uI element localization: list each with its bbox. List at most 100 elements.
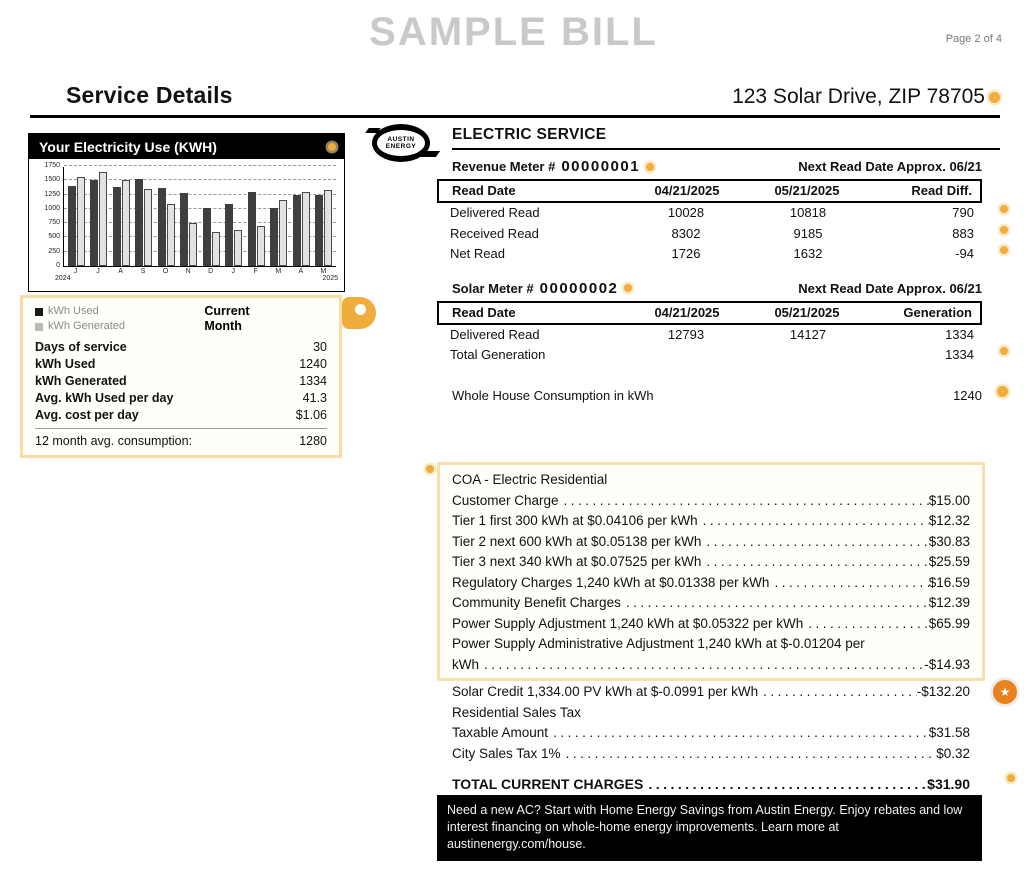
charge-amount: $65.99 — [928, 615, 970, 631]
chart-hotspot-icon[interactable] — [328, 142, 336, 151]
header-cell: 04/21/2025 — [654, 304, 720, 320]
bar-group-m-11 — [314, 189, 332, 266]
usage-row-label: kWh Generated — [35, 374, 127, 388]
whole-house-label: Whole House Consumption in kWh — [452, 388, 654, 403]
charge-row: Community Benefit Charges $12.39 — [452, 593, 970, 614]
meter-number: 00000001 — [561, 158, 641, 175]
row-hotspot-icon[interactable] — [1000, 225, 1008, 234]
table-cell: 12793 — [667, 326, 705, 342]
total-label: TOTAL CURRENT CHARGES — [452, 776, 644, 792]
y-axis-tick-label: 1750 — [44, 162, 60, 169]
usage-box-hotspot-icon[interactable] — [342, 297, 376, 329]
bar-kwh-generated — [256, 226, 265, 266]
charge-label: City Sales Tax 1% — [452, 745, 561, 761]
dot-leader — [621, 593, 929, 614]
bar-kwh-generated — [189, 222, 198, 266]
usage-row: Days of service 30 — [35, 339, 327, 356]
header-cell: Read Date — [452, 304, 516, 320]
legend-item-generated: kWh Generated — [35, 319, 204, 334]
charge-row: Power Supply Adjustment 1,240 kWh at $0.… — [452, 614, 970, 635]
table-cell: 9185 — [793, 225, 823, 241]
bar-kwh-generated — [323, 189, 332, 266]
bar-group-m-9 — [270, 199, 288, 266]
bar-group-j-0 — [68, 176, 85, 266]
usage-row-value: $1.06 — [295, 408, 327, 422]
bar-kwh-used — [292, 194, 301, 266]
whole-house-value: 1240 — [953, 388, 982, 403]
meter-table-header: Read Date 04/21/2025 05/21/2025 Read Diff. — [437, 179, 982, 203]
whole-house-hotspot-icon[interactable] — [997, 386, 1008, 397]
header-cell: 05/21/2025 — [774, 304, 840, 320]
charge-row: Tier 1 first 300 kWh at $0.04106 per kWh… — [452, 511, 970, 532]
dot-leader — [803, 614, 929, 635]
electric-service-title: ELECTRIC SERVICE — [452, 126, 607, 143]
table-cell: Received Read — [450, 225, 539, 241]
dot-leader — [698, 511, 929, 532]
usage-footer-value: 1280 — [299, 434, 327, 448]
bar-group-a-2 — [112, 180, 130, 266]
current-month-header: Current Month — [204, 304, 250, 333]
bar-group-a-10 — [292, 192, 310, 266]
dot-leader — [561, 744, 937, 765]
row-hotspot-icon[interactable] — [1000, 246, 1008, 254]
charges-hotspot-icon[interactable] — [426, 465, 434, 473]
charge-row: Solar Credit 1,334.00 PV kWh at $-0.0991… — [437, 680, 1017, 704]
charge-row: COA - Electric Residential — [452, 470, 970, 491]
bar-kwh-generated — [279, 199, 288, 266]
usage-summary-box: kWh Used kWh Generated Current Month Day… — [20, 295, 342, 458]
meter-hotspot-icon[interactable] — [624, 284, 633, 292]
bar-kwh-used — [90, 180, 99, 266]
table-cell: 883 — [952, 225, 974, 241]
meter-block-1: Solar Meter # 00000002 Next Read Date Appr… — [437, 280, 1008, 366]
charge-amount: $0.32 — [936, 745, 970, 761]
page-title: Service Details — [66, 82, 233, 108]
whole-house-row: Whole House Consumption in kWh 1240 — [452, 386, 1008, 403]
table-cell: 1334 — [945, 347, 974, 362]
month-label: S — [140, 268, 146, 275]
legend-swatch-used — [35, 307, 43, 316]
y-axis-tick-label: 1250 — [44, 190, 60, 198]
meter-hotspot-icon[interactable] — [646, 162, 655, 171]
row-hotspot-icon[interactable] — [1000, 205, 1008, 213]
charge-amount: -$14.93 — [924, 656, 970, 672]
table-cell: Net Read — [450, 246, 505, 261]
bar-kwh-generated — [121, 180, 130, 266]
usage-footer-label: 12 month avg. consumption: — [35, 434, 193, 448]
month-label: F — [253, 268, 258, 275]
charges-section: COA - Electric Residential Customer Charg… — [426, 462, 1017, 795]
y-axis-tick-label: 1000 — [44, 204, 60, 212]
meter-name-label: Solar Meter # — [452, 280, 534, 296]
usage-row-label: kWh Used — [35, 357, 96, 371]
table-cell: 1334 — [945, 326, 974, 342]
y-axis-tick-label: 250 — [48, 247, 60, 255]
bar-kwh-generated — [166, 203, 175, 266]
charge-amount: $12.32 — [928, 513, 970, 528]
total-hotspot-icon[interactable] — [1007, 774, 1015, 782]
charge-label: Power Supply Adjustment 1,240 kWh at $0.… — [452, 615, 804, 631]
month-label: A — [298, 268, 304, 275]
meter-table-header: Read Date 04/21/2025 05/21/2025 Generation — [437, 300, 982, 325]
chart-title: Your Electricity Use (KWH) — [39, 138, 217, 155]
address-hotspot-icon[interactable] — [989, 91, 1000, 103]
charge-row: Regulatory Charges 1,240 kWh at $0.01338… — [452, 573, 970, 594]
bar-group-f-8 — [247, 192, 265, 266]
page-indicator: Page 2 of 4 — [945, 33, 1002, 45]
star-badge-icon[interactable]: ★ — [993, 680, 1017, 704]
charge-row: Tier 3 next 340 kWh at $0.07525 per kWh $… — [452, 552, 970, 573]
y-axis-tick-label: 0 — [56, 262, 60, 269]
meter-tables: Revenue Meter # 00000001 Next Read Date Ap… — [437, 158, 1008, 381]
electric-service-rule — [452, 148, 1000, 150]
bar-kwh-used — [157, 188, 166, 266]
usage-row-label: Days of service — [35, 340, 127, 354]
bar-kwh-used — [180, 193, 189, 266]
table-cell: Total Generation — [450, 347, 546, 362]
charge-label: Tier 3 next 340 kWh at $0.07525 per kWh — [452, 554, 702, 569]
row-hotspot-icon[interactable] — [1000, 347, 1008, 355]
table-cell — [747, 345, 869, 366]
usage-row: Avg. kWh Used per day 41.3 — [35, 390, 327, 407]
month-label: A — [118, 268, 123, 275]
bar-kwh-generated — [77, 176, 85, 266]
charge-row: Residential Sales Tax — [437, 703, 985, 724]
